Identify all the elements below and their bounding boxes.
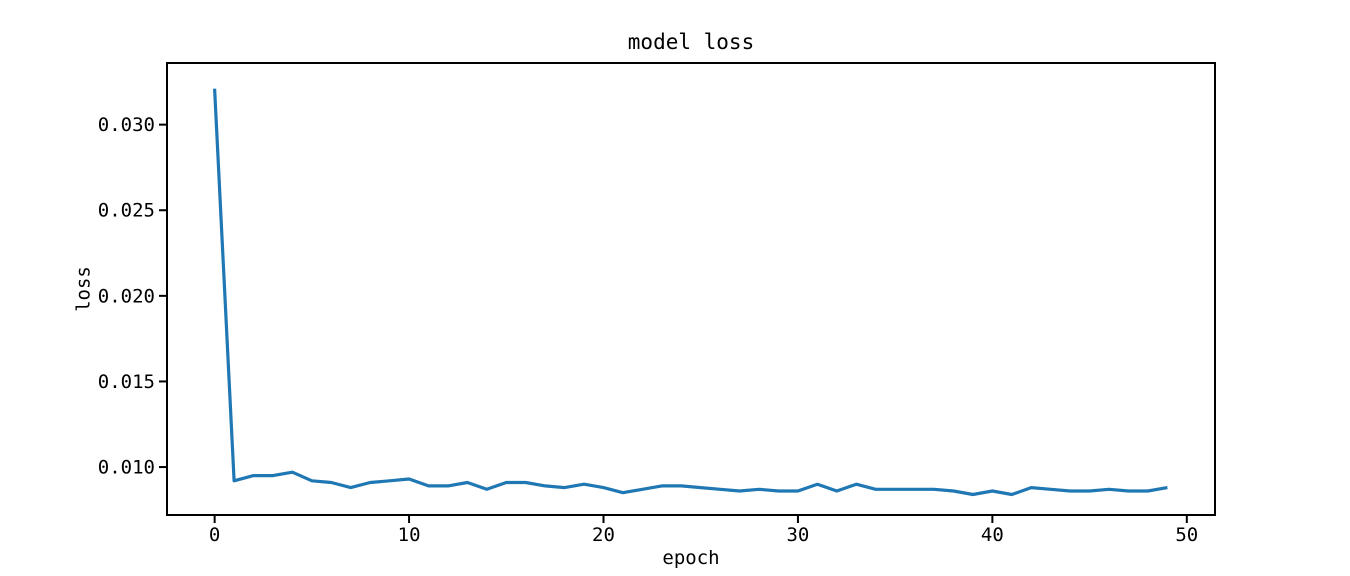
x-tick-label: 0 xyxy=(209,524,220,546)
y-tick-label: 0.010 xyxy=(98,457,155,479)
loss-curve xyxy=(213,88,1168,497)
x-axis-label: epoch xyxy=(662,547,720,569)
x-tick-label: 40 xyxy=(981,524,1004,546)
x-tick-label: 10 xyxy=(398,524,421,546)
x-tick-label: 30 xyxy=(786,524,809,546)
y-tick-label: 0.020 xyxy=(98,285,155,307)
y-tick-label: 0.025 xyxy=(98,200,155,222)
chart-title: model loss xyxy=(627,30,755,54)
x-tick-label: 50 xyxy=(1175,524,1198,546)
axes-spines xyxy=(166,62,1216,516)
y-axis-label: loss xyxy=(72,266,95,312)
y-tick-label: 0.030 xyxy=(98,114,155,136)
x-tick-label: 20 xyxy=(592,524,615,546)
y-tick-label: 0.015 xyxy=(98,371,155,393)
